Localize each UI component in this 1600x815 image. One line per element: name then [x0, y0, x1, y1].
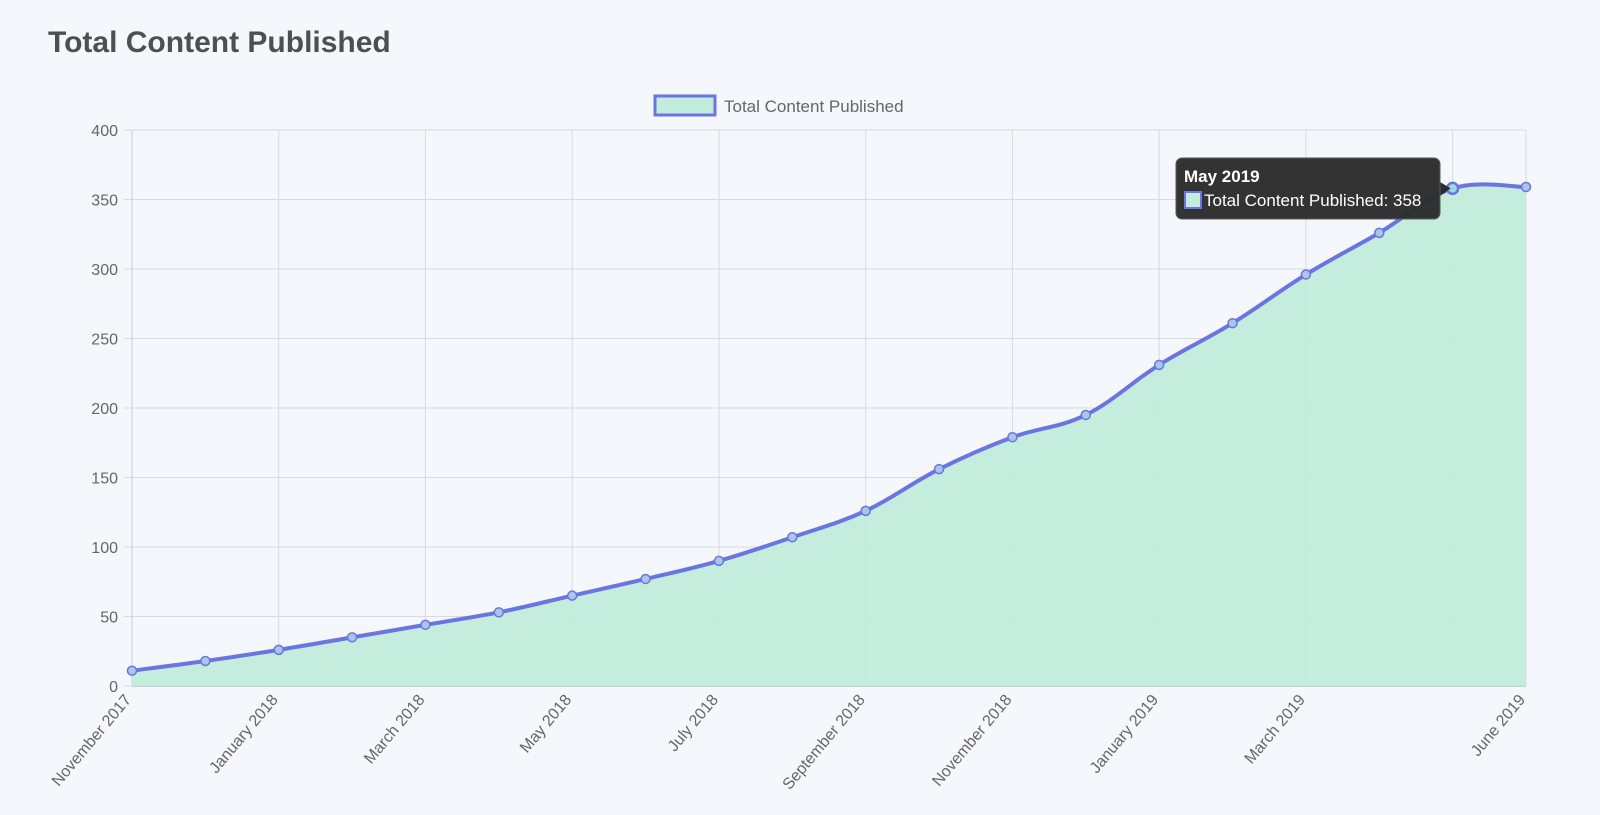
x-tick-label: January 2019: [1087, 692, 1162, 777]
data-point[interactable]: [1520, 181, 1532, 193]
data-point[interactable]: [566, 590, 578, 601]
x-tick-label: March 2019: [1242, 692, 1309, 768]
y-tick-label: 250: [91, 332, 118, 349]
x-tick-label: September 2018: [780, 692, 869, 794]
y-tick-label: 200: [91, 401, 118, 418]
data-point[interactable]: [126, 665, 138, 676]
data-point[interactable]: [640, 573, 651, 585]
data-point[interactable]: [200, 655, 211, 667]
x-tick-label: July 2018: [665, 692, 722, 755]
tooltip-label: Total Content Published: 358: [1204, 191, 1421, 210]
legend-swatch: [653, 94, 717, 117]
data-point[interactable]: [713, 555, 725, 567]
data-point[interactable]: [273, 644, 284, 656]
data-point[interactable]: [493, 607, 505, 618]
data-point[interactable]: [346, 632, 358, 643]
x-tick-label: November 2017: [49, 692, 135, 790]
x-tick-label: May 2018: [517, 692, 575, 757]
data-point[interactable]: [420, 619, 431, 631]
data-point[interactable]: [860, 505, 871, 517]
x-tick-label: June 2019: [1468, 692, 1529, 760]
tooltip: May 2019 Total Content Published: 358: [1175, 157, 1451, 220]
tooltip-box: [1175, 157, 1441, 220]
x-tick-label: November 2018: [929, 692, 1015, 790]
page-title: Total Content Published: [48, 26, 391, 59]
data-point[interactable]: [1007, 431, 1018, 443]
tooltip-title: May 2019: [1184, 167, 1260, 186]
legend[interactable]: Total Content Published: [653, 94, 904, 117]
y-tick-label: 150: [91, 471, 118, 488]
y-tick-label: 300: [91, 262, 118, 279]
y-tick-label: 350: [91, 193, 118, 210]
data-point[interactable]: [1080, 409, 1092, 421]
data-point[interactable]: [1153, 359, 1165, 371]
x-tick-label: January 2018: [206, 692, 281, 777]
data-point[interactable]: [1374, 227, 1385, 239]
data-point[interactable]: [787, 532, 798, 543]
series-area-fill: [132, 184, 1526, 687]
y-tick-label: 50: [100, 610, 118, 627]
legend-label: Total Content Published: [724, 97, 904, 116]
tooltip-swatch: [1184, 191, 1202, 209]
data-point[interactable]: [1227, 317, 1238, 329]
data-point[interactable]: [933, 463, 945, 475]
y-tick-label: 0: [109, 679, 118, 696]
y-tick-label: 100: [91, 540, 118, 557]
y-tick-label: 400: [91, 123, 118, 140]
tooltip-caret: [1440, 182, 1451, 196]
x-tick-label: March 2018: [361, 692, 428, 768]
data-point[interactable]: [1300, 269, 1312, 280]
